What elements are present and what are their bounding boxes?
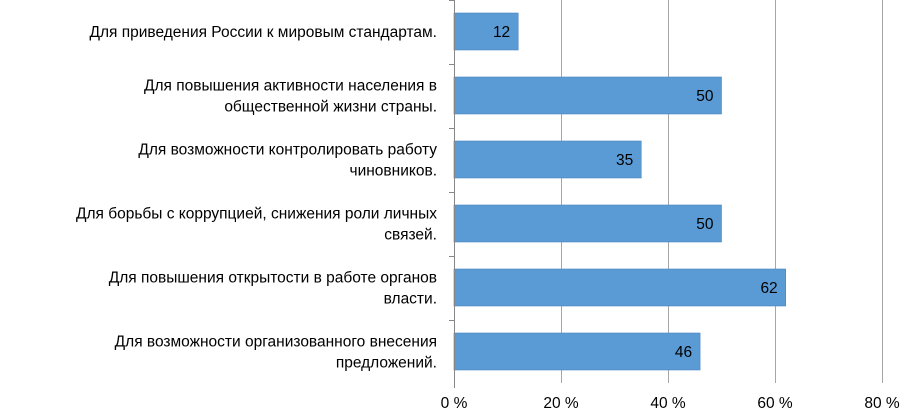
data-label-2: 50	[696, 88, 714, 105]
category-label-line: власти.	[384, 291, 437, 308]
data-label-6: 46	[675, 344, 692, 361]
bar-2	[453, 76, 722, 115]
bar-4	[453, 204, 722, 243]
bar-5	[453, 268, 787, 307]
labels: 12 50 35 50 62 46 Для приведения России к миро…	[76, 24, 900, 412]
bar-3	[453, 140, 642, 179]
category-label-3: Для возможности контролировать работу чин…	[138, 142, 437, 180]
category-label-line: Для возможности организованного внесения	[115, 334, 437, 351]
data-label-1: 12	[493, 24, 510, 41]
bar-1	[453, 12, 519, 51]
category-label-line: Для приведения России к мировым стандарт…	[89, 24, 437, 41]
category-label-line: Для возможности контролировать работу	[138, 142, 437, 159]
category-label-1: Для приведения России к мировым стандарт…	[89, 24, 437, 41]
category-label-line: чиновников.	[350, 163, 437, 180]
category-label-line: общественной жизни страны.	[224, 99, 437, 116]
category-label-line: Для повышения открытости в работе органо…	[109, 270, 437, 287]
x-tick-label-20: 20 %	[543, 395, 579, 412]
x-tick-label-40: 40 %	[650, 395, 686, 412]
x-tick-label-0: 0 %	[441, 395, 468, 412]
axes	[449, 0, 455, 388]
category-label-line: связей.	[384, 227, 437, 244]
category-label-line: Для повышения активности населения в	[144, 78, 437, 95]
category-label-line: предложений.	[336, 355, 437, 372]
category-label-line: Для борьбы с коррупцией, снижения роли л…	[76, 206, 437, 223]
grid-lines	[561, 0, 883, 383]
bars	[453, 12, 787, 371]
bar-6	[453, 332, 701, 371]
category-label-4: Для борьбы с коррупцией, снижения роли л…	[76, 206, 437, 244]
data-label-3: 35	[616, 152, 633, 169]
data-label-5: 62	[760, 280, 777, 297]
data-label-4: 50	[696, 216, 714, 233]
x-tick-label-80: 80 %	[864, 395, 900, 412]
category-label-5: Для повышения открытости в работе органо…	[109, 270, 437, 308]
x-tick-label-60: 60 %	[757, 395, 793, 412]
category-label-6: Для возможности организованного внесения…	[115, 334, 437, 372]
category-label-2: Для повышения активности населения в обще…	[144, 78, 437, 116]
